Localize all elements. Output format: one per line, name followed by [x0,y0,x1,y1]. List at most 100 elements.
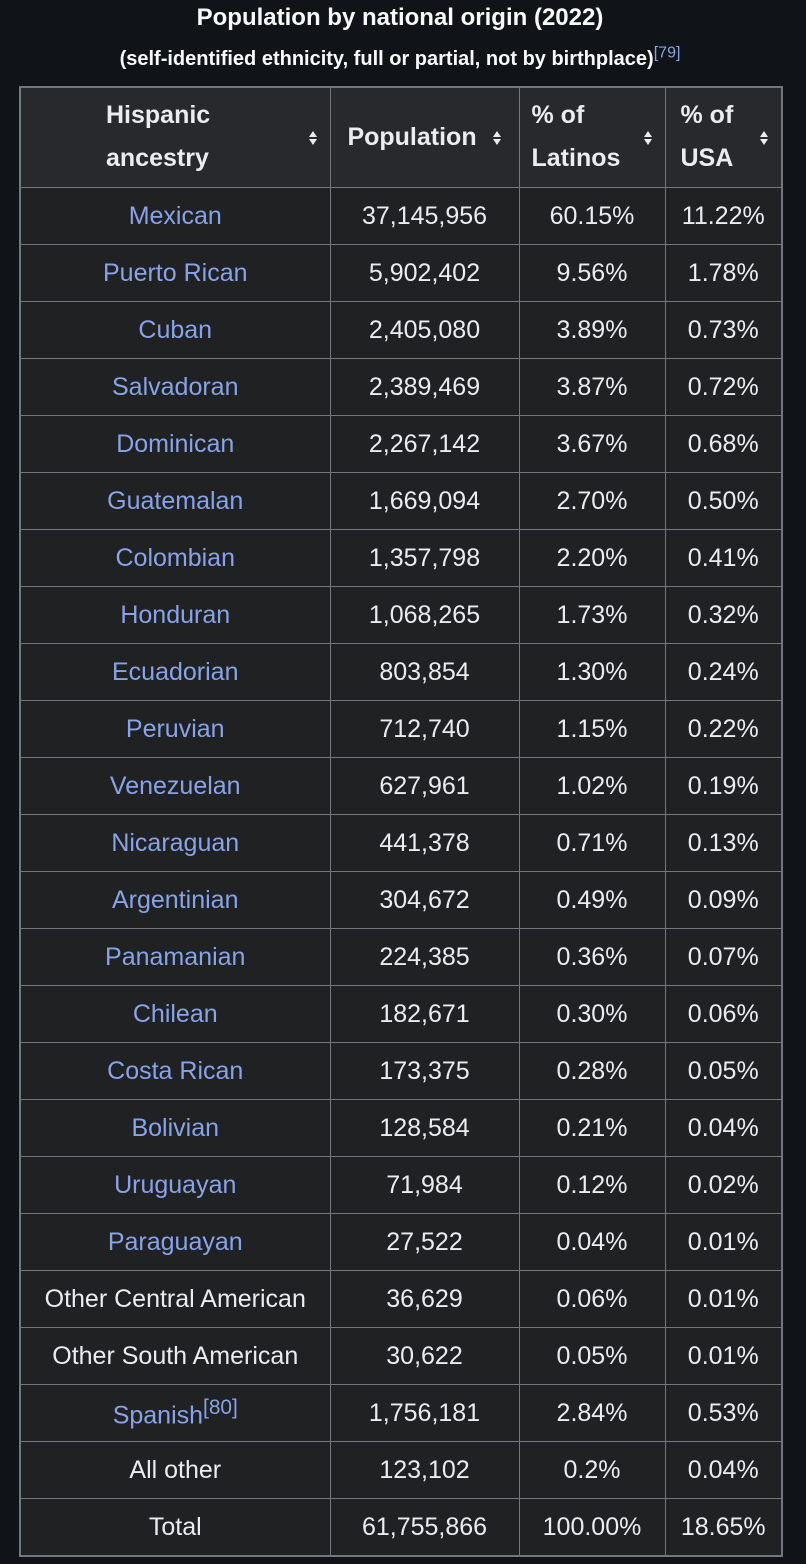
pct-usa-cell: 0.32% [664,586,783,644]
population-cell: 1,756,181 [329,1384,520,1442]
table-row: Uruguayan 71,984 0.12% 0.02% [19,1156,783,1214]
ancestry-link[interactable]: Dominican [19,415,331,473]
ancestry-label[interactable]: Panamanian [105,942,246,971]
ancestry-link[interactable]: Nicaraguan [19,814,331,872]
ancestry-link[interactable]: Honduran [19,586,331,644]
ancestry-label[interactable]: Nicaraguan [111,828,240,857]
pct-latinos-cell: 0.2% [518,1441,666,1499]
ancestry-label[interactable]: Spanish [112,1401,204,1430]
pct-latinos-cell: 2.70% [518,472,666,530]
population-cell: 71,984 [329,1156,520,1214]
table-subtitle: (self-identified ethnicity, full or part… [0,44,800,72]
ancestry-link[interactable]: Salvadoran [19,358,331,416]
table-title: Population by national origin (2022) [196,4,604,31]
pct-usa-cell: 0.09% [664,871,783,929]
population-cell: 1,068,265 [329,586,520,644]
ancestry-link[interactable]: Venezuelan [19,757,331,815]
ancestry-label[interactable]: Ecuadorian [112,657,239,686]
ancestry-label[interactable]: Chilean [132,999,218,1028]
ancestry-label[interactable]: Salvadoran [112,372,239,401]
ancestry-label[interactable]: Venezuelan [109,771,241,800]
ancestry-link[interactable]: Colombian [19,529,331,587]
pct-usa-cell: 0.50% [664,472,783,530]
ancestry-link[interactable]: Paraguayan [19,1213,331,1271]
table-row: Chilean 182,671 0.30% 0.06% [19,985,783,1043]
ancestry-link[interactable]: Peruvian [19,700,331,758]
ancestry-label[interactable]: Peruvian [125,714,225,743]
population-cell: 1,357,798 [329,529,520,587]
ancestry-link[interactable]: Guatemalan [19,472,331,530]
column-header-pct-latinos-label: % of Latinos [531,101,621,172]
ancestry-link[interactable]: Spanish[80] [19,1384,331,1442]
population-cell: 712,740 [329,700,520,758]
ancestry-label[interactable]: Honduran [120,600,231,629]
pct-usa-cell: 1.78% [664,244,783,302]
table-subtitle-text: (self-identified ethnicity, full or part… [119,48,654,70]
ancestry-link[interactable]: Panamanian [19,928,331,986]
column-header-population-label: Population [347,123,477,151]
pct-latinos-cell: 9.56% [518,244,666,302]
column-header-population[interactable]: Population [329,86,520,188]
table-row: Puerto Rican 5,902,402 9.56% 1.78% [19,244,783,302]
sort-arrows-icon[interactable] [492,130,502,146]
sort-arrows-icon[interactable] [759,130,769,146]
table-row: Dominican 2,267,142 3.67% 0.68% [19,415,783,473]
population-cell: 27,522 [329,1213,520,1271]
pct-latinos-cell: 0.30% [518,985,666,1043]
ancestry-label[interactable]: Dominican [116,429,235,458]
population-cell: 224,385 [329,928,520,986]
pct-latinos-cell: 0.49% [518,871,666,929]
ancestry-label[interactable]: Uruguayan [114,1170,237,1199]
ancestry-link[interactable]: Costa Rican [19,1042,331,1100]
table-row: Spanish[80] 1,756,181 2.84% 0.53% [19,1384,783,1442]
ancestry-label[interactable]: Mexican [128,201,222,230]
ancestry-label[interactable]: Bolivian [131,1113,220,1142]
ancestry-label[interactable]: Guatemalan [107,486,244,515]
ancestry-label[interactable]: Costa Rican [107,1056,244,1085]
subtitle-reference-link[interactable]: [79] [653,44,681,62]
sort-arrows-icon[interactable] [308,130,318,146]
ancestry-link[interactable]: Chilean [19,985,331,1043]
pct-latinos-cell: 1.30% [518,643,666,701]
ancestry-label: All other [129,1455,222,1484]
column-header-pct-usa[interactable]: % of USA [664,86,783,188]
pct-latinos-cell: 1.15% [518,700,666,758]
ancestry-label[interactable]: Paraguayan [107,1227,243,1256]
population-cell: 441,378 [329,814,520,872]
ancestry-link[interactable]: Mexican [19,187,331,245]
sort-arrows-icon[interactable] [643,130,653,146]
pct-usa-cell: 0.01% [664,1270,783,1328]
column-header-ancestry-label: Hispanic ancestry [106,101,211,172]
population-cell: 128,584 [329,1099,520,1157]
pct-usa-cell: 0.13% [664,814,783,872]
pct-usa-cell: 0.05% [664,1042,783,1100]
ancestry-link[interactable]: Bolivian [19,1099,331,1157]
table-row: Bolivian 128,584 0.21% 0.04% [19,1099,783,1157]
pct-usa-cell: 18.65% [664,1498,783,1557]
reference-link[interactable]: [80] [203,1395,238,1419]
ancestry-link[interactable]: Uruguayan [19,1156,331,1214]
ancestry-link[interactable]: Ecuadorian [19,643,331,701]
pct-usa-cell: 0.68% [664,415,783,473]
population-cell: 5,902,402 [329,244,520,302]
pct-usa-cell: 11.22% [664,187,783,245]
pct-usa-cell: 0.22% [664,700,783,758]
pct-latinos-cell: 0.12% [518,1156,666,1214]
table-row: Venezuelan 627,961 1.02% 0.19% [19,757,783,815]
column-header-ancestry[interactable]: Hispanic ancestry [19,86,331,188]
ancestry-link[interactable]: Cuban [19,301,331,359]
ancestry-label[interactable]: Argentinian [112,885,239,914]
pct-latinos-cell: 0.04% [518,1213,666,1271]
ancestry-label[interactable]: Colombian [115,543,235,572]
pct-usa-cell: 0.53% [664,1384,783,1442]
ancestry-label[interactable]: Cuban [138,315,213,344]
pct-usa-cell: 0.07% [664,928,783,986]
column-header-pct-latinos[interactable]: % of Latinos [518,86,666,188]
ancestry-cell: All other [19,1441,331,1499]
ancestry-label[interactable]: Puerto Rican [102,258,248,287]
pct-latinos-cell: 60.15% [518,187,666,245]
ancestry-link[interactable]: Argentinian [19,871,331,929]
ancestry-link[interactable]: Puerto Rican [19,244,331,302]
population-cell: 182,671 [329,985,520,1043]
table-row: Argentinian 304,672 0.49% 0.09% [19,871,783,929]
